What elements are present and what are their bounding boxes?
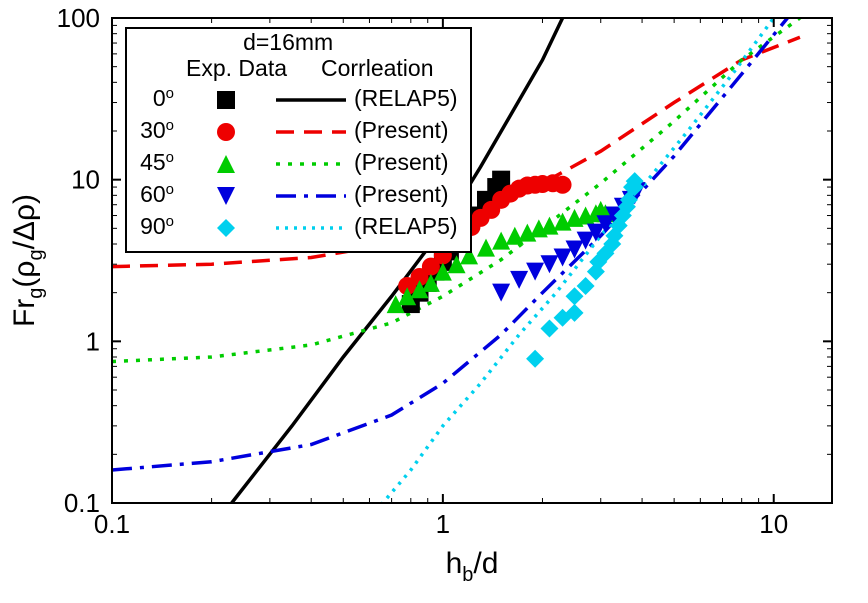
legend-colhead-exp: Exp. Data <box>186 55 287 81</box>
y-tick-label: 100 <box>57 3 100 33</box>
chart-container: 0.11100.1110100hb/dFrg(ρg/Δρ)d=16mmExp. … <box>0 0 868 603</box>
legend-note: (RELAP5) <box>354 85 458 111</box>
x-tick-label: 1 <box>436 509 450 539</box>
legend-note: (RELAP5) <box>354 213 458 239</box>
x-tick-label: 10 <box>759 509 788 539</box>
y-tick-label: 0.1 <box>64 488 100 518</box>
legend-note: (Present) <box>354 181 449 207</box>
legend-colhead-corr: Corrleation <box>321 55 434 81</box>
y-tick-label: 1 <box>86 326 100 356</box>
y-axis-title: Frg(ρg/Δρ) <box>8 194 47 327</box>
y-tick-label: 10 <box>71 165 100 195</box>
legend-title: d=16mm <box>243 29 333 55</box>
scatter-chart: 0.11100.1110100hb/dFrg(ρg/Δρ)d=16mmExp. … <box>0 0 868 603</box>
x-axis-title: hb/d <box>446 547 499 586</box>
legend-note: (Present) <box>354 149 449 175</box>
legend-note: (Present) <box>354 117 449 143</box>
legend: d=16mmExp. DataCorrleation0o(RELAP5)30o(… <box>126 28 471 252</box>
